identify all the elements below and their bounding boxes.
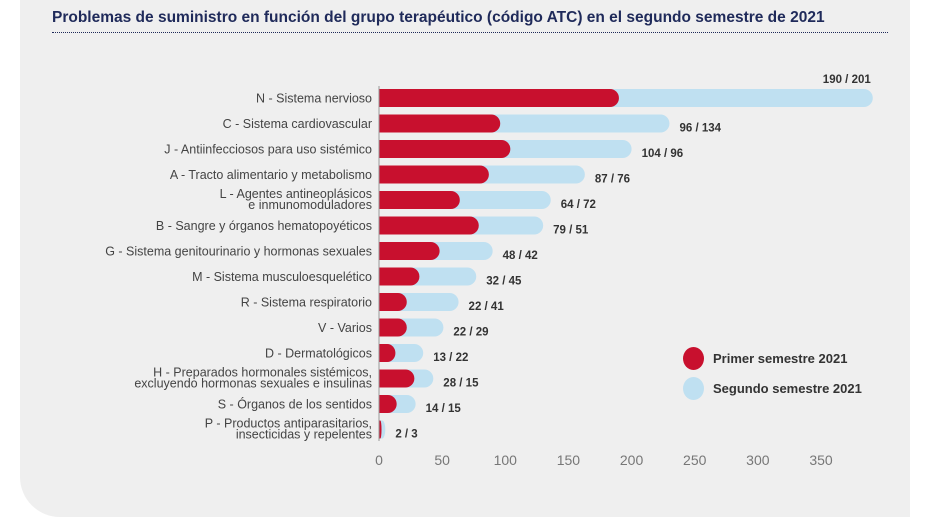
category-label: G - Sistema genitourinario y hormonas se… <box>105 245 372 259</box>
legend-item-primer: Primer semestre 2021 <box>683 347 847 370</box>
x-tick-label: 200 <box>620 452 644 468</box>
bar-primer-semestre <box>379 114 501 133</box>
bar-primer-semestre <box>379 140 511 158</box>
category-label-line: e inmunomoduladores <box>248 198 372 212</box>
data-label: 79 / 51 <box>553 225 589 237</box>
category-label-line: V - Varios <box>318 321 372 335</box>
x-tick-label: 100 <box>494 452 518 468</box>
category-label-line: C - Sistema cardiovascular <box>223 117 372 131</box>
bar-primer-semestre <box>379 89 619 107</box>
category-label-line: J - Antiinfecciosos para uso sistémico <box>164 143 372 157</box>
category-label-line: H - Preparados hormonales sistémicos, <box>153 366 372 380</box>
category-label-line: D - Dermatológicos <box>265 347 372 361</box>
data-label: 22 / 29 <box>453 327 488 339</box>
x-tick-label: 250 <box>683 452 707 468</box>
bar-primer-semestre <box>379 165 489 184</box>
category-label-line: P - Productos antiparasitarios, <box>205 417 372 431</box>
data-label: 22 / 41 <box>469 301 505 313</box>
category-label-line: M - Sistema musculoesquelético <box>192 270 372 284</box>
legend-swatch-red <box>683 347 704 370</box>
data-label: 104 / 96 <box>642 148 684 160</box>
bar-primer-semestre <box>379 420 382 439</box>
category-label: P - Productos antiparasitarios, insectici… <box>205 417 372 442</box>
category-label: B - Sangre y órganos hematopoyéticos <box>156 219 372 233</box>
category-label: C - Sistema cardiovascular <box>223 117 372 131</box>
x-tick-label: 0 <box>375 452 383 468</box>
title-divider <box>52 32 888 33</box>
legend-swatch-blue <box>683 377 704 400</box>
category-label-line: S - Órganos de los sentidos <box>218 397 372 412</box>
category-label-line: insecticidas y repelentes <box>236 428 372 442</box>
legend-item-segundo: Segundo semestre 2021 <box>683 377 862 400</box>
bar-primer-semestre <box>379 318 407 337</box>
category-label-line: N - Sistema nervioso <box>256 92 372 106</box>
category-label: M - Sistema musculoesquelético <box>192 270 372 284</box>
category-label: L - Agentes antineoplásicos e inmunomodul… <box>220 187 372 212</box>
category-label: N - Sistema nervioso <box>256 92 372 106</box>
data-label: 96 / 134 <box>679 123 721 135</box>
category-label-line: L - Agentes antineoplásicos <box>220 187 372 201</box>
bar-primer-semestre <box>379 369 415 388</box>
x-tick-label: 300 <box>746 452 770 468</box>
x-tick-label: 50 <box>434 452 450 468</box>
category-label: H - Preparados hormonales sistémicos, exc… <box>134 366 372 391</box>
data-label: 32 / 45 <box>486 276 522 288</box>
category-label-line: excluyendo hormonas sexuales e insulinas <box>134 377 372 391</box>
bar-primer-semestre <box>379 191 460 209</box>
legend-label: Primer semestre 2021 <box>713 351 848 366</box>
data-label: 14 / 15 <box>426 403 462 415</box>
bar-primer-semestre <box>379 293 407 311</box>
data-label: 13 / 22 <box>433 352 468 364</box>
data-label: 2 / 3 <box>395 429 417 441</box>
bar-primer-semestre <box>379 216 479 235</box>
bar-primer-semestre <box>379 395 397 413</box>
category-label: R - Sistema respiratorio <box>241 296 372 310</box>
category-label: A - Tracto alimentario y metabolismo <box>170 168 372 182</box>
data-label: 28 / 15 <box>443 378 479 390</box>
chart-title: Problemas de suministro en función del g… <box>52 9 825 26</box>
x-tick-label: 350 <box>809 452 833 468</box>
category-label: J - Antiinfecciosos para uso sistémico <box>164 143 372 157</box>
bar-primer-semestre <box>379 344 396 362</box>
category-label: D - Dermatológicos <box>265 347 372 361</box>
bar-primer-semestre <box>379 242 440 260</box>
data-label: 190 / 201 <box>823 74 872 86</box>
data-label: 48 / 42 <box>503 250 538 262</box>
bar-primer-semestre <box>379 267 420 286</box>
data-label: 64 / 72 <box>561 199 596 211</box>
category-label-line: G - Sistema genitourinario y hormonas se… <box>105 245 372 259</box>
category-label-line: R - Sistema respiratorio <box>241 296 372 310</box>
category-label: S - Órganos de los sentidos <box>218 397 372 412</box>
data-label: 87 / 76 <box>595 174 630 186</box>
x-tick-label: 150 <box>557 452 581 468</box>
category-label: V - Varios <box>318 321 372 335</box>
category-label-line: A - Tracto alimentario y metabolismo <box>170 168 372 182</box>
legend-label: Segundo semestre 2021 <box>713 381 862 396</box>
category-label-line: B - Sangre y órganos hematopoyéticos <box>156 219 372 233</box>
